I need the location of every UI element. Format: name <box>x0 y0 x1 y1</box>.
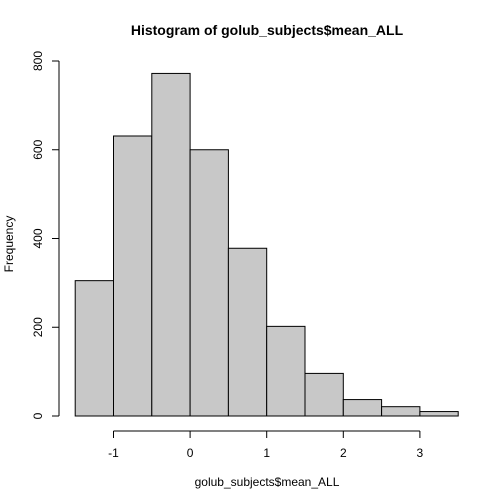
histogram-bar-8 <box>342 399 383 417</box>
histogram-bar-3 <box>151 72 191 417</box>
y-tick-label: 600 <box>31 139 45 159</box>
y-tick-label: 800 <box>31 51 45 71</box>
x-tick-label: 0 <box>187 446 194 460</box>
y-tick-label: 400 <box>31 228 45 248</box>
y-tick-label: 0 <box>31 412 45 419</box>
histogram-bar-2 <box>113 135 153 417</box>
x-tick-label: -1 <box>108 446 119 460</box>
histogram-bar-6 <box>266 325 306 417</box>
histogram-bar-5 <box>227 247 268 417</box>
x-axis-label: golub_subjects$mean_ALL <box>195 475 340 489</box>
histogram-bar-1 <box>74 280 114 417</box>
histogram-bar-7 <box>304 372 344 417</box>
y-axis: 0 200 400 600 800 <box>31 51 60 419</box>
x-tick-label: 1 <box>263 446 270 460</box>
chart-title: Histogram of golub_subjects$mean_ALL <box>131 22 404 38</box>
histogram-bar-10 <box>419 411 459 417</box>
histogram-bar-4 <box>189 149 229 417</box>
y-tick-label: 200 <box>31 317 45 337</box>
x-tick-label: 3 <box>417 446 424 460</box>
x-axis: -1 0 1 2 3 <box>108 430 424 460</box>
x-tick-label: 2 <box>340 446 347 460</box>
histogram-bar-9 <box>381 406 421 417</box>
histogram-bars <box>74 72 459 417</box>
y-axis-label: Frequency <box>2 216 16 273</box>
